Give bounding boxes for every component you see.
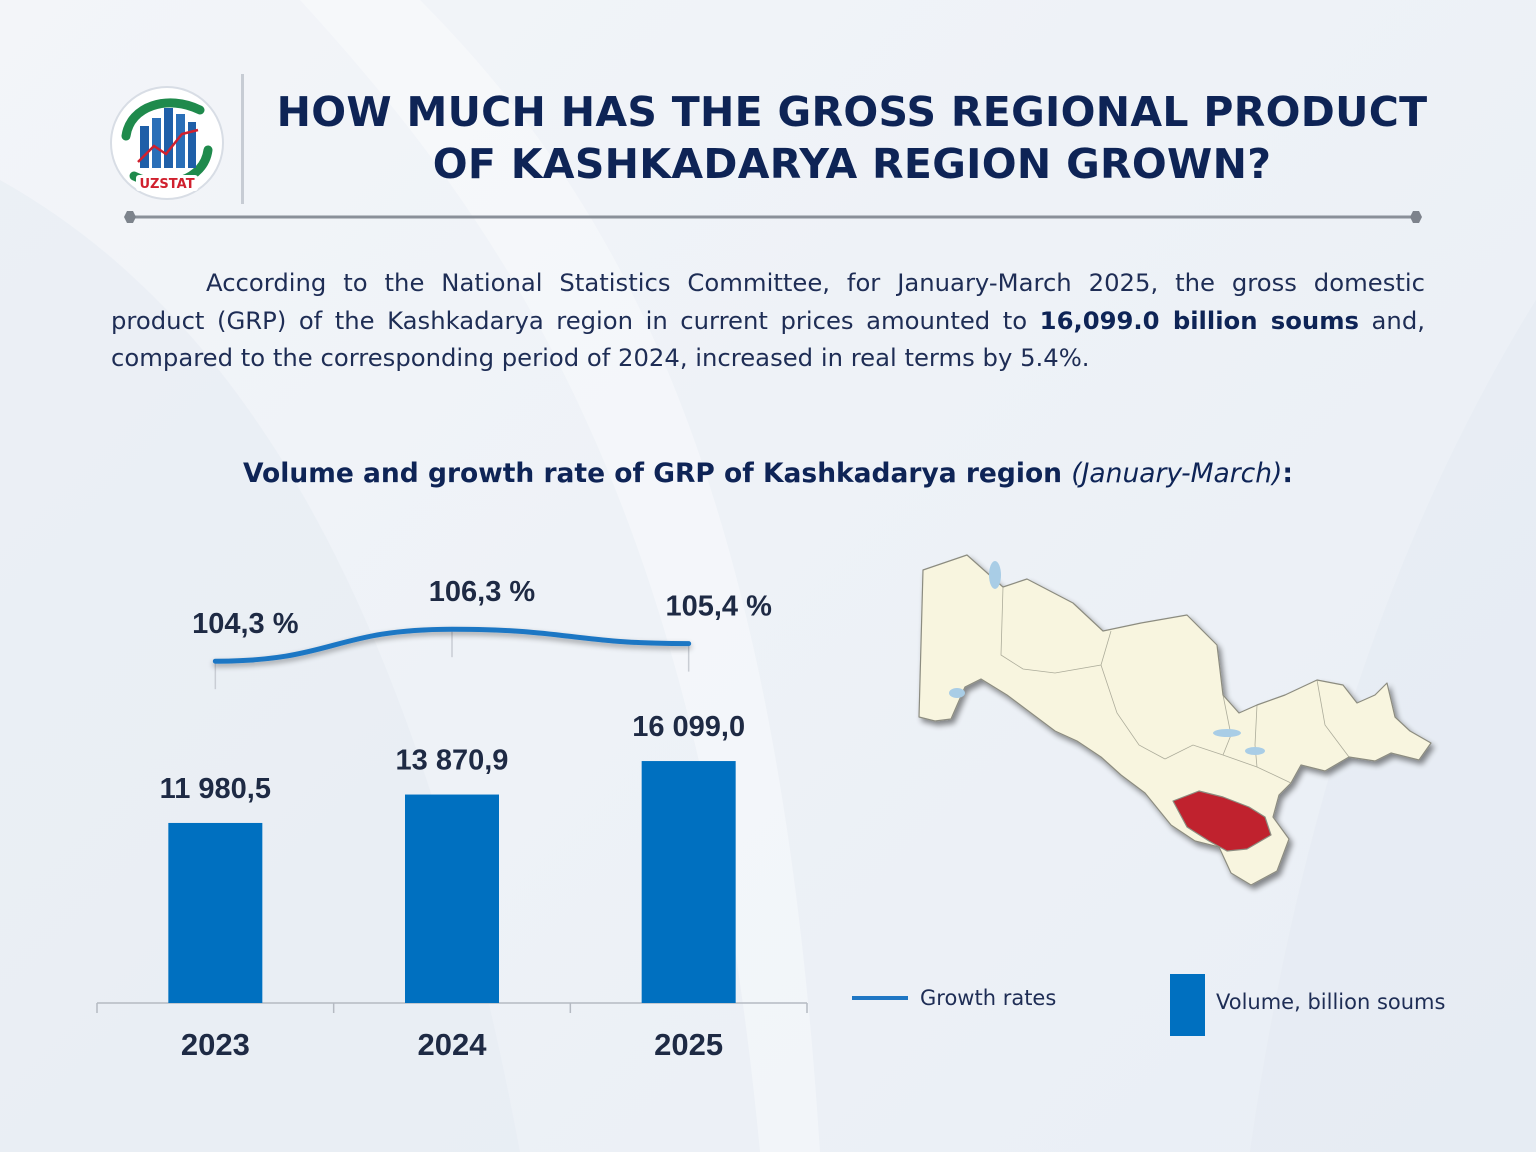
uzbekistan-map-icon [918,554,1432,886]
legend-line-swatch [852,996,908,1000]
bar-2025 [641,761,736,1003]
header-divider [241,74,244,204]
uzstat-logo: UZSTAT [108,84,226,202]
title-line-1: HOW MUCH HAS THE GROSS REGIONAL PRODUCT [276,88,1428,136]
chart-heading-colon: : [1282,458,1293,489]
description-paragraph: According to the National Statistics Com… [111,264,1425,377]
chart-heading-main: Volume and growth rate of GRP of Kashkad… [243,458,1063,489]
bar-value-label: 16 099,0 [632,711,745,743]
growth-value-label: 106,3 % [429,576,536,608]
growth-value-label: 104,3 % [192,608,299,640]
uzstat-logo-text: UZSTAT [139,177,194,192]
chart-heading-period: (January-March) [1071,458,1283,489]
header-rule [124,211,1422,223]
x-tick-label: 2023 [181,1027,250,1062]
page-title: HOW MUCH HAS THE GROSS REGIONAL PRODUCT … [262,86,1442,190]
uzstat-logo-icon: UZSTAT [110,86,224,200]
legend-bar-swatch [1170,974,1205,1036]
description-part-1: According to the National Statistics Com… [111,268,1425,335]
growth-rate-line [212,626,692,664]
bar-value-label: 11 980,5 [160,773,271,805]
chart-heading: Volume and growth rate of GRP of Kashkad… [0,458,1536,489]
bar-2024 [405,794,499,1003]
legend-bar-label: Volume, billion soums [1216,990,1446,1014]
legend-growth-rates: Growth rates [852,986,1056,1010]
description-part-2: and, compared to the corresponding perio… [111,305,1425,373]
legend-line-label: Growth rates [920,986,1057,1010]
x-tick-label: 2024 [418,1027,488,1062]
bar-2023 [168,822,263,1003]
grp-chart: 11 980,5 2023 104,3 % 13 870,9 2024 106,3 % 16… [96,576,808,1062]
title-line-2: OF KASHKADARYA REGION GROWN? [432,140,1272,188]
x-tick-label: 2025 [654,1027,723,1062]
bar-value-label: 13 870,9 [396,745,509,777]
description-highlight: 16,099.0 billion soums [1039,305,1360,335]
growth-value-label: 105,4 % [665,591,772,623]
legend-volume: Volume, billion soums [1170,974,1445,1036]
